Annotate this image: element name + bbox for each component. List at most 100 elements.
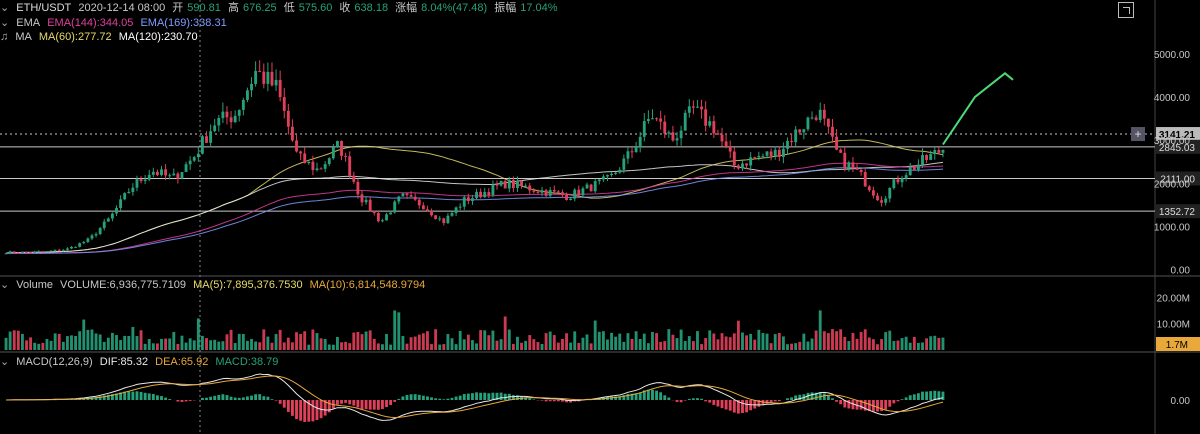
candle-body [421,205,425,210]
macd-bar [835,400,839,402]
candle-body [479,191,483,198]
volume-bar [119,340,123,350]
volume-bar [900,338,904,350]
candle-body [638,136,642,147]
candle-body [540,190,544,193]
candle-body [291,126,294,141]
volume-bar [593,320,597,350]
candle-body [196,153,200,158]
volume-bar [589,343,593,350]
volume-bar [266,336,270,350]
candle-body [430,210,433,216]
candle-body [221,111,225,119]
candle-body [671,132,675,141]
chevron-down-icon[interactable]: ⌄ [0,356,10,368]
candle-body [696,106,699,108]
macd-bar [667,397,671,400]
macd-bar [286,400,290,412]
candle-body [344,155,348,157]
volume-bar [184,342,188,350]
ohlc-legend: ⌄ ETH/USDT 2020-12-14 08:00 开 590.81 高 676… [0,2,562,15]
macd-bar [385,400,388,408]
volume-badge-label: 1.7M [1166,340,1188,351]
candle-body [679,130,683,139]
volume-bar [822,331,826,350]
candle-body [188,160,192,165]
bell-icon[interactable]: ♫ [0,31,9,43]
price-tick-label: 5000.00 [1154,50,1191,61]
volume-bar [606,339,609,350]
candle-body [82,241,86,244]
candle-body [376,213,380,222]
macd-bar [659,392,663,400]
candle-body [98,228,102,235]
macd-bar [491,392,495,400]
volume-bar [491,330,495,350]
volume-bar [880,339,884,350]
volume-bar [282,342,286,350]
candle-body [925,155,929,160]
volume-bar [777,333,781,350]
volume-bar [217,341,221,350]
candle-body [606,175,609,177]
candle-body [401,193,405,197]
macd-bar [916,393,920,400]
candle-body [810,117,814,119]
candle-body [454,207,458,214]
volume-bar [888,330,892,350]
candle-body [20,251,24,253]
volume-bar [45,339,49,350]
volume-bar [908,342,912,350]
macd-bar [143,392,147,400]
macd-bar [888,400,892,407]
candle-body [205,136,208,143]
candle-body [352,175,356,182]
macd-bar [466,393,470,400]
volume-bar [941,337,945,350]
add-level-button [1131,127,1145,142]
candle-body [880,200,884,203]
candle-body [262,71,266,84]
candle-body [843,152,847,169]
candle-body [434,215,438,219]
volume-bar [479,330,483,350]
volume-bar [299,333,303,350]
macd-bar [544,400,548,402]
volume-bar [340,342,343,350]
volume-bar [622,341,626,350]
macd-bar [393,400,397,402]
candle-body [556,191,560,193]
level-badge [1156,204,1200,219]
macd-bar [720,400,724,409]
volume-bar [843,336,847,350]
candle-body [254,70,258,84]
chevron-down-icon[interactable]: ⌄ [0,2,10,14]
high-label: 高 [227,2,239,14]
ma120-line [5,161,944,254]
candle-body [8,251,12,254]
macd-value: MACD:38.79 [215,356,279,368]
candle-body [110,213,114,219]
candle-body [78,243,82,247]
volume-bar [237,333,241,350]
candle-body [475,191,478,199]
candle-body [552,189,556,192]
macd-bar [139,391,143,400]
volume-bar [139,330,143,350]
volume-bar [700,344,703,350]
volume-bar [528,335,532,350]
volume-bar [483,330,487,350]
candle-body [65,248,69,250]
chevron-down-icon[interactable]: ⌄ [0,17,10,29]
volume-bar [573,331,577,350]
candle-body [102,221,106,229]
candle-body [393,201,397,213]
volume-bar [241,334,245,350]
macd-bar [892,400,896,404]
chevron-down-icon[interactable]: ⌄ [0,279,10,291]
volume-bar [691,341,695,350]
volume-bar [356,331,360,350]
level-label: 1352.72 [1159,207,1196,218]
volume-tick-label: 10.00M [1157,320,1190,331]
fullscreen-button[interactable] [1118,2,1134,18]
